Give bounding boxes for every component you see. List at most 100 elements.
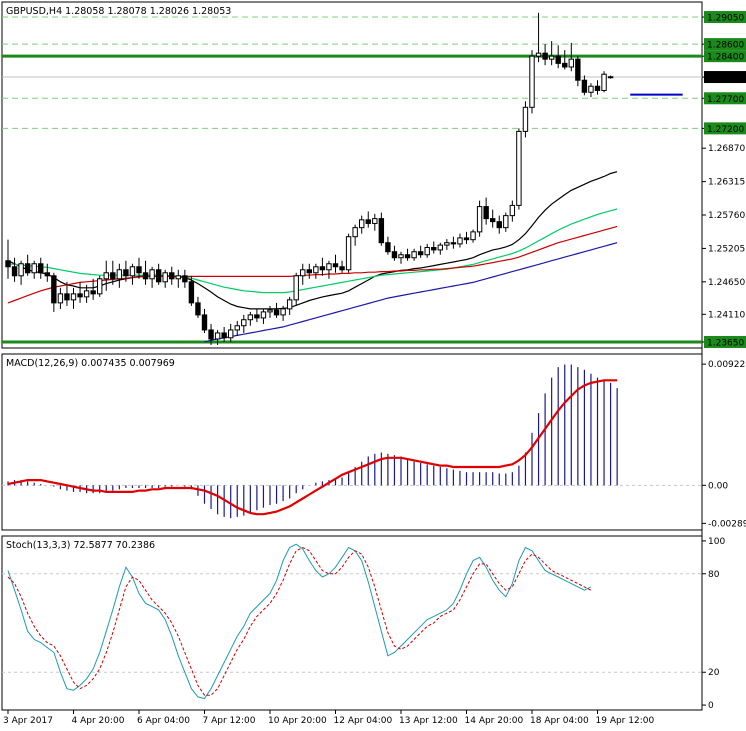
candle-body	[169, 272, 175, 280]
candle-body	[260, 311, 267, 319]
candle-body	[483, 206, 489, 220]
candle-body	[155, 269, 162, 283]
candle-body	[214, 332, 221, 340]
candle-body	[516, 130, 522, 206]
time-tick-label: 19 Apr 12:00	[596, 716, 655, 726]
candle-body	[385, 242, 391, 253]
candle-body	[51, 275, 57, 304]
candle-body	[548, 55, 555, 60]
candle-body	[90, 290, 96, 295]
candle-body	[326, 263, 332, 271]
candle-body	[542, 52, 548, 60]
candle-body	[286, 299, 293, 310]
candle-body	[457, 237, 463, 245]
candle-body	[300, 269, 306, 277]
candle-body	[234, 325, 240, 331]
moving-average-line	[7, 171, 618, 310]
candle-body	[601, 73, 607, 91]
candle-body	[70, 293, 77, 301]
candle-body	[535, 52, 542, 57]
level-label: 1.28600	[707, 41, 744, 51]
level-label-box	[704, 92, 746, 105]
candle-body	[195, 302, 201, 316]
candle-body	[529, 55, 535, 108]
candle-body	[345, 236, 352, 271]
macd-tick-label: 0.009228	[708, 360, 746, 370]
candle-body	[463, 237, 470, 241]
level-label-box	[704, 38, 746, 51]
level-label: 1.28400	[707, 53, 744, 63]
price-tick-label: 1.25205	[708, 244, 745, 254]
candle-body	[562, 62, 568, 68]
candle-body	[267, 309, 273, 313]
candle-body	[588, 85, 594, 93]
candle-body	[339, 266, 345, 271]
candle-body	[83, 290, 90, 298]
stoch-tick-label: 20	[708, 668, 720, 678]
current-price-box	[704, 71, 746, 84]
candle-body	[352, 227, 358, 238]
candle-body	[503, 215, 509, 229]
candle-body	[273, 309, 280, 316]
stoch-main-line	[7, 543, 592, 700]
candle-body	[254, 314, 260, 319]
candle-body	[5, 260, 11, 268]
level-label-box	[704, 11, 746, 24]
macd-title: MACD(12,26,9) 0.007435 0.007969	[6, 358, 175, 369]
time-tick-label: 14 Apr 20:00	[465, 716, 524, 726]
candle-body	[404, 254, 411, 259]
candle-body	[247, 314, 254, 321]
level-label: 1.27200	[707, 125, 744, 135]
candle-body	[306, 269, 313, 274]
stoch-tick-label: 80	[708, 570, 720, 580]
time-tick-label: 4 Apr 20:00	[72, 716, 125, 726]
level-label-box	[704, 50, 746, 63]
candle-body	[116, 269, 123, 280]
candle-body	[188, 281, 195, 304]
price-tick-label: 1.24110	[708, 310, 745, 320]
panel-frame-macd	[1, 353, 703, 531]
time-tick-label: 12 Apr 04:00	[334, 716, 393, 726]
candle-body	[241, 319, 247, 327]
candle-body	[496, 221, 502, 229]
stoch-signal-line	[7, 546, 592, 696]
current-price-label: 1.28053	[707, 74, 744, 84]
macd-tick-label: -0.002895	[708, 519, 746, 529]
candle-body	[431, 247, 437, 251]
stoch-title: Stoch(13,3,3) 72.5877 70.2386	[6, 540, 155, 551]
candle-body	[470, 231, 476, 241]
time-tick-label: 3 Apr 2017	[3, 716, 53, 726]
candle-body	[201, 314, 208, 331]
candle-body	[149, 269, 155, 280]
level-label: 1.29050	[707, 14, 744, 24]
candle-body	[555, 55, 561, 64]
candle-body	[424, 247, 430, 256]
level-label: 1.23650	[707, 338, 744, 348]
candle-body	[417, 251, 424, 256]
candle-body	[24, 263, 31, 274]
candle-body	[411, 251, 417, 259]
candle-body	[476, 206, 483, 233]
macd-tick-label: 0.00	[708, 481, 728, 491]
candle-body	[293, 275, 299, 301]
candle-body	[607, 76, 614, 79]
stoch-tick-label: 0	[708, 701, 714, 711]
candle-body	[280, 308, 286, 316]
candle-body	[97, 278, 103, 295]
price-tick-label: 1.26870	[708, 144, 745, 154]
price-tick-label: 1.25760	[708, 211, 745, 221]
candle-body	[313, 266, 319, 274]
macd-signal-line	[7, 379, 618, 516]
candle-body	[11, 266, 18, 277]
candle-body	[490, 218, 496, 223]
candle-body	[182, 275, 188, 283]
candle-body	[31, 263, 37, 274]
level-label-box	[704, 122, 746, 135]
candle-body	[208, 329, 214, 340]
candle-body	[581, 79, 588, 93]
candle-body	[142, 272, 149, 280]
candle-body	[568, 58, 574, 68]
candle-body	[378, 218, 385, 244]
level-label-box	[704, 335, 746, 348]
